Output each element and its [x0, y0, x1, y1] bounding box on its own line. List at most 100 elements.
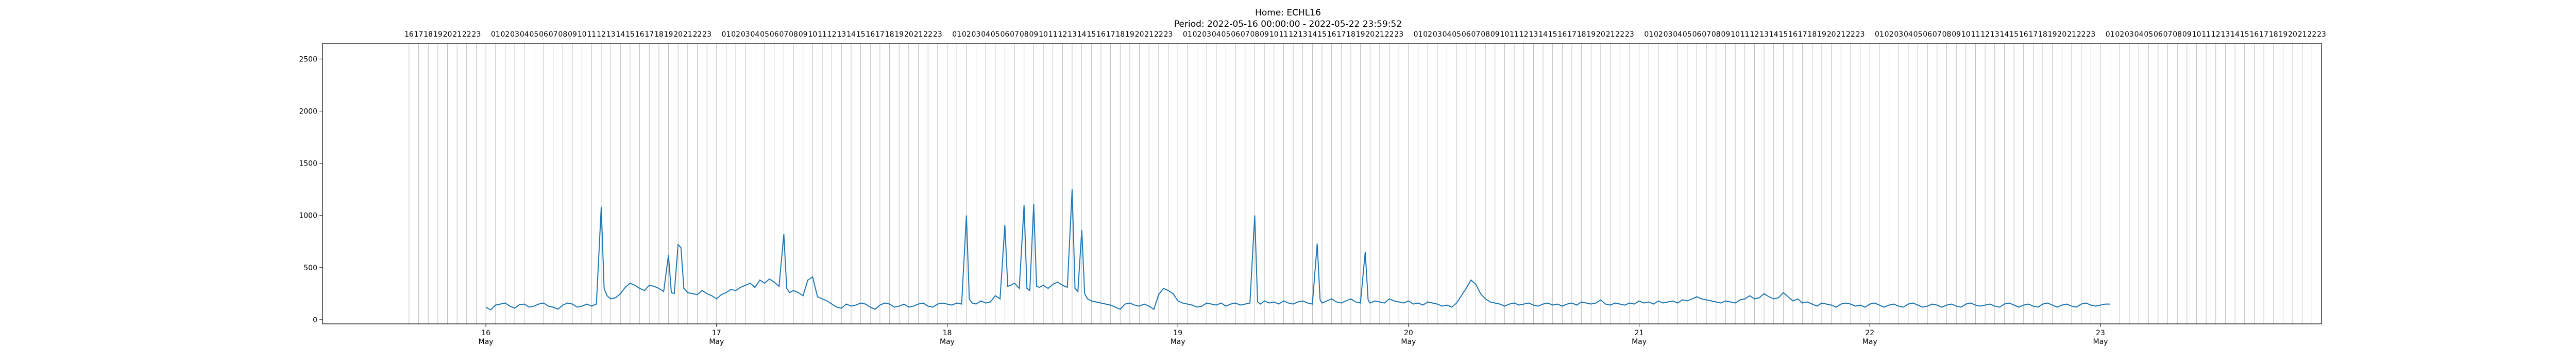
- top-hour-label: 18: [1807, 30, 1817, 39]
- top-hour-label: 05: [991, 30, 1000, 39]
- top-hour-label: 23: [472, 30, 481, 39]
- top-hour-label: 09: [568, 30, 577, 39]
- top-hour-label: 06: [1001, 30, 1010, 39]
- top-hour-label: 01: [491, 30, 500, 39]
- top-hour-label: 11: [818, 30, 827, 39]
- top-hour-labels: 16 17 18 19 20 21 22 23 01 02 03 04 05 06 07 08 09 10 11 12…: [404, 30, 2326, 39]
- top-hour-label: 05: [1683, 30, 1692, 39]
- top-hour-label: 20: [673, 30, 683, 39]
- x-tick-sublabel: May: [1401, 338, 1416, 346]
- top-hour-label: 20: [2288, 30, 2297, 39]
- top-hour-label: 12: [827, 30, 837, 39]
- top-hour-label: 07: [1933, 30, 1942, 39]
- top-hour-label: 16: [1327, 30, 1336, 39]
- top-hour-label: 03: [1433, 30, 1442, 39]
- top-hour-label: 23: [702, 30, 711, 39]
- top-hour-label: 15: [1087, 30, 1096, 39]
- x-tick-sublabel: May: [1171, 338, 1185, 346]
- top-hour-label: 11: [1510, 30, 1519, 39]
- top-hour-label: 22: [2307, 30, 2316, 39]
- top-hour-label: 23: [1856, 30, 1865, 39]
- top-hour-label: 16: [866, 30, 875, 39]
- top-hour-label: 16: [404, 30, 414, 39]
- top-hour-label: 16: [635, 30, 645, 39]
- top-hour-label: 23: [1394, 30, 1403, 39]
- top-hour-label: 15: [1778, 30, 1788, 39]
- top-hour-label: 11: [1971, 30, 1980, 39]
- y-tick-label: 2000: [299, 107, 317, 116]
- top-hour-label: 04: [1443, 30, 1452, 39]
- top-hour-label: 02: [1885, 30, 1894, 39]
- top-hour-label: 17: [2028, 30, 2038, 39]
- top-hour-label: 02: [962, 30, 971, 39]
- top-hour-label: 22: [462, 30, 471, 39]
- top-hour-label: 06: [770, 30, 779, 39]
- top-hour-label: 06: [1692, 30, 1702, 39]
- top-hour-label: 05: [1913, 30, 1923, 39]
- top-hour-label: 03: [1664, 30, 1673, 39]
- top-hour-label: 13: [606, 30, 616, 39]
- top-hour-label: 03: [972, 30, 981, 39]
- top-hour-label: 09: [1952, 30, 1961, 39]
- x-tick-label: 16: [481, 329, 490, 337]
- top-hour-label: 04: [1212, 30, 1221, 39]
- top-hour-label: 19: [1586, 30, 1596, 39]
- top-hour-label: 21: [2067, 30, 2076, 39]
- top-hour-label: 10: [1269, 30, 1279, 39]
- top-hour-label: 04: [751, 30, 760, 39]
- x-tick-sublabel: May: [479, 338, 494, 346]
- top-hour-label: 17: [1798, 30, 1807, 39]
- top-hour-label: 05: [1222, 30, 1231, 39]
- top-hour-label: 06: [1923, 30, 1932, 39]
- top-hour-label: 08: [1481, 30, 1490, 39]
- top-hour-label: 03: [1894, 30, 1903, 39]
- top-hour-label: 23: [933, 30, 942, 39]
- top-hour-label: 10: [1731, 30, 1740, 39]
- top-hour-label: 09: [2182, 30, 2192, 39]
- top-hour-label: 19: [433, 30, 443, 39]
- top-hour-label: 01: [1414, 30, 1423, 39]
- top-hour-label: 01: [1183, 30, 1192, 39]
- top-hour-label: 21: [914, 30, 923, 39]
- top-hour-label: 23: [1164, 30, 1173, 39]
- x-tick-label: 18: [943, 329, 952, 337]
- top-hour-label: 17: [875, 30, 885, 39]
- top-hour-label: 09: [1029, 30, 1038, 39]
- top-hour-label: 04: [1904, 30, 1913, 39]
- top-hour-label: 19: [664, 30, 673, 39]
- x-tick-sublabel: May: [2093, 338, 2108, 346]
- top-hour-label: 03: [741, 30, 750, 39]
- top-hour-label: 14: [1538, 30, 1548, 39]
- top-hour-label: 04: [1673, 30, 1682, 39]
- top-hour-label: 19: [1356, 30, 1365, 39]
- top-hour-label: 13: [1990, 30, 1999, 39]
- top-hour-label: 04: [2134, 30, 2144, 39]
- x-tick-label: 22: [1865, 329, 1874, 337]
- y-tick-label: 0: [313, 316, 317, 324]
- top-hour-label: 01: [952, 30, 961, 39]
- top-hour-label: 18: [1115, 30, 1125, 39]
- top-hour-label: 14: [1308, 30, 1317, 39]
- top-hour-label: 10: [578, 30, 587, 39]
- top-hour-label: 03: [1202, 30, 1211, 39]
- top-hour-label: 15: [1548, 30, 1557, 39]
- top-hour-label: 08: [1711, 30, 1721, 39]
- top-hour-label: 18: [2038, 30, 2047, 39]
- top-hour-label: 08: [789, 30, 798, 39]
- top-hour-label: 11: [1279, 30, 1288, 39]
- top-hour-label: 19: [1125, 30, 1134, 39]
- top-hour-label: 12: [1289, 30, 1298, 39]
- top-hour-label: 22: [923, 30, 933, 39]
- top-hour-label: 14: [616, 30, 625, 39]
- top-hour-label: 02: [731, 30, 740, 39]
- top-hour-label: 15: [2009, 30, 2019, 39]
- top-hour-label: 08: [1942, 30, 1952, 39]
- top-hour-label: 16: [1557, 30, 1567, 39]
- top-hour-label: 19: [2278, 30, 2287, 39]
- top-hour-label: 23: [2086, 30, 2095, 39]
- top-hour-label: 19: [1817, 30, 1826, 39]
- top-hour-label: 12: [1980, 30, 1990, 39]
- top-hour-label: 18: [1577, 30, 1586, 39]
- top-hour-label: 18: [1346, 30, 1355, 39]
- y-tick-label: 1000: [299, 212, 317, 220]
